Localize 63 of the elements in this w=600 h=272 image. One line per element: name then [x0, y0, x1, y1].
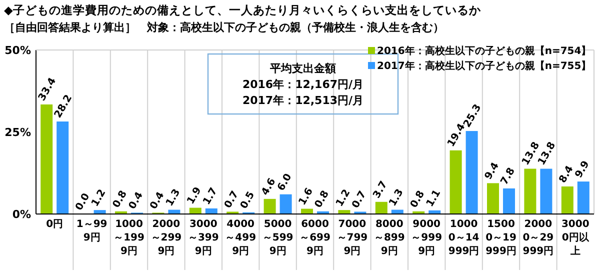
bar	[264, 198, 276, 214]
bar	[391, 210, 404, 214]
data-label: 1.2	[90, 188, 108, 209]
y-tick-label: 25%	[4, 126, 31, 139]
x-tick-label: 8000～8999円	[374, 219, 405, 257]
annotation: 平均支出金額	[269, 62, 336, 75]
data-label: 0.8	[408, 189, 428, 210]
data-label: 9.4	[483, 160, 502, 182]
annotation: 2016年：12,167円/月	[242, 78, 364, 91]
bar	[280, 194, 292, 214]
x-tick-label: 10000～14999円	[448, 219, 480, 257]
x-tick-label: 30000円以上	[561, 219, 590, 257]
data-label: 9.9	[573, 159, 592, 180]
bar	[466, 131, 478, 214]
chart-subtitle: ［自由回答結果より算出］ 対象：高校生以下の子どもの親（予備校生・浪人生を含む）	[4, 21, 444, 34]
data-label: 1.2	[334, 188, 353, 209]
data-label: 1.3	[387, 187, 406, 208]
data-label: 4.6	[260, 176, 278, 198]
data-label: 0.4	[148, 190, 167, 212]
data-label: 8.4	[557, 164, 576, 185]
bar	[540, 168, 552, 214]
legend-label: 2017年：高校生以下の子どもの親【n=755】	[377, 60, 592, 72]
bar	[56, 122, 69, 214]
bar	[375, 202, 388, 214]
data-label: 0.0	[74, 192, 92, 212]
bar	[40, 104, 53, 214]
x-tick-label: 2000～2999円	[150, 219, 182, 257]
bar	[205, 208, 218, 214]
x-tick-label: 1000～1999円	[114, 219, 144, 257]
bar	[487, 183, 499, 214]
y-tick-label: 0%	[12, 208, 31, 221]
x-tick-label: 6000～6999円	[300, 219, 330, 257]
x-tick-label: 15000～19999円	[486, 219, 516, 257]
data-label: 6.0	[276, 172, 294, 193]
bar	[168, 210, 180, 214]
data-label: 1.1	[424, 188, 444, 209]
x-tick-label: 20000～29999円	[522, 219, 554, 257]
data-label: 0.8	[313, 189, 332, 210]
x-tick-label: 7000～7999円	[336, 219, 368, 257]
bar	[503, 188, 515, 214]
x-tick-label: 5000～5999円	[262, 219, 294, 257]
bar	[577, 182, 590, 214]
annotation: 2017年：12,513円/月	[242, 94, 364, 107]
x-tick-label: 9000～9999円	[411, 219, 442, 257]
chart-title: ◆子どもの進学費用のための備えとして、一人あたり月々いくらくらい支出をしているか	[4, 3, 482, 17]
data-label: 0.8	[111, 189, 130, 210]
data-label: 0.7	[350, 189, 369, 210]
bar	[450, 150, 462, 214]
x-tick-label: 4000～4999円	[225, 219, 256, 257]
y-tick-label: 50%	[4, 44, 31, 57]
data-label: 0.4	[127, 190, 146, 212]
bar	[561, 186, 574, 214]
x-tick-label: 3000～3999円	[188, 219, 219, 257]
data-label: 0.7	[222, 189, 242, 210]
data-label: 7.8	[499, 166, 518, 187]
bar	[524, 168, 536, 214]
data-label: 1.3	[164, 187, 183, 208]
x-tick-label: 0円	[46, 219, 64, 230]
data-label: 1.6	[297, 186, 316, 208]
data-label: 1.9	[185, 185, 204, 206]
legend-label: 2016年：高校生以下の子どもの親【n=754】	[377, 45, 592, 57]
data-label: 0.5	[238, 190, 258, 211]
x-tick-label: 1～999円	[76, 219, 108, 244]
